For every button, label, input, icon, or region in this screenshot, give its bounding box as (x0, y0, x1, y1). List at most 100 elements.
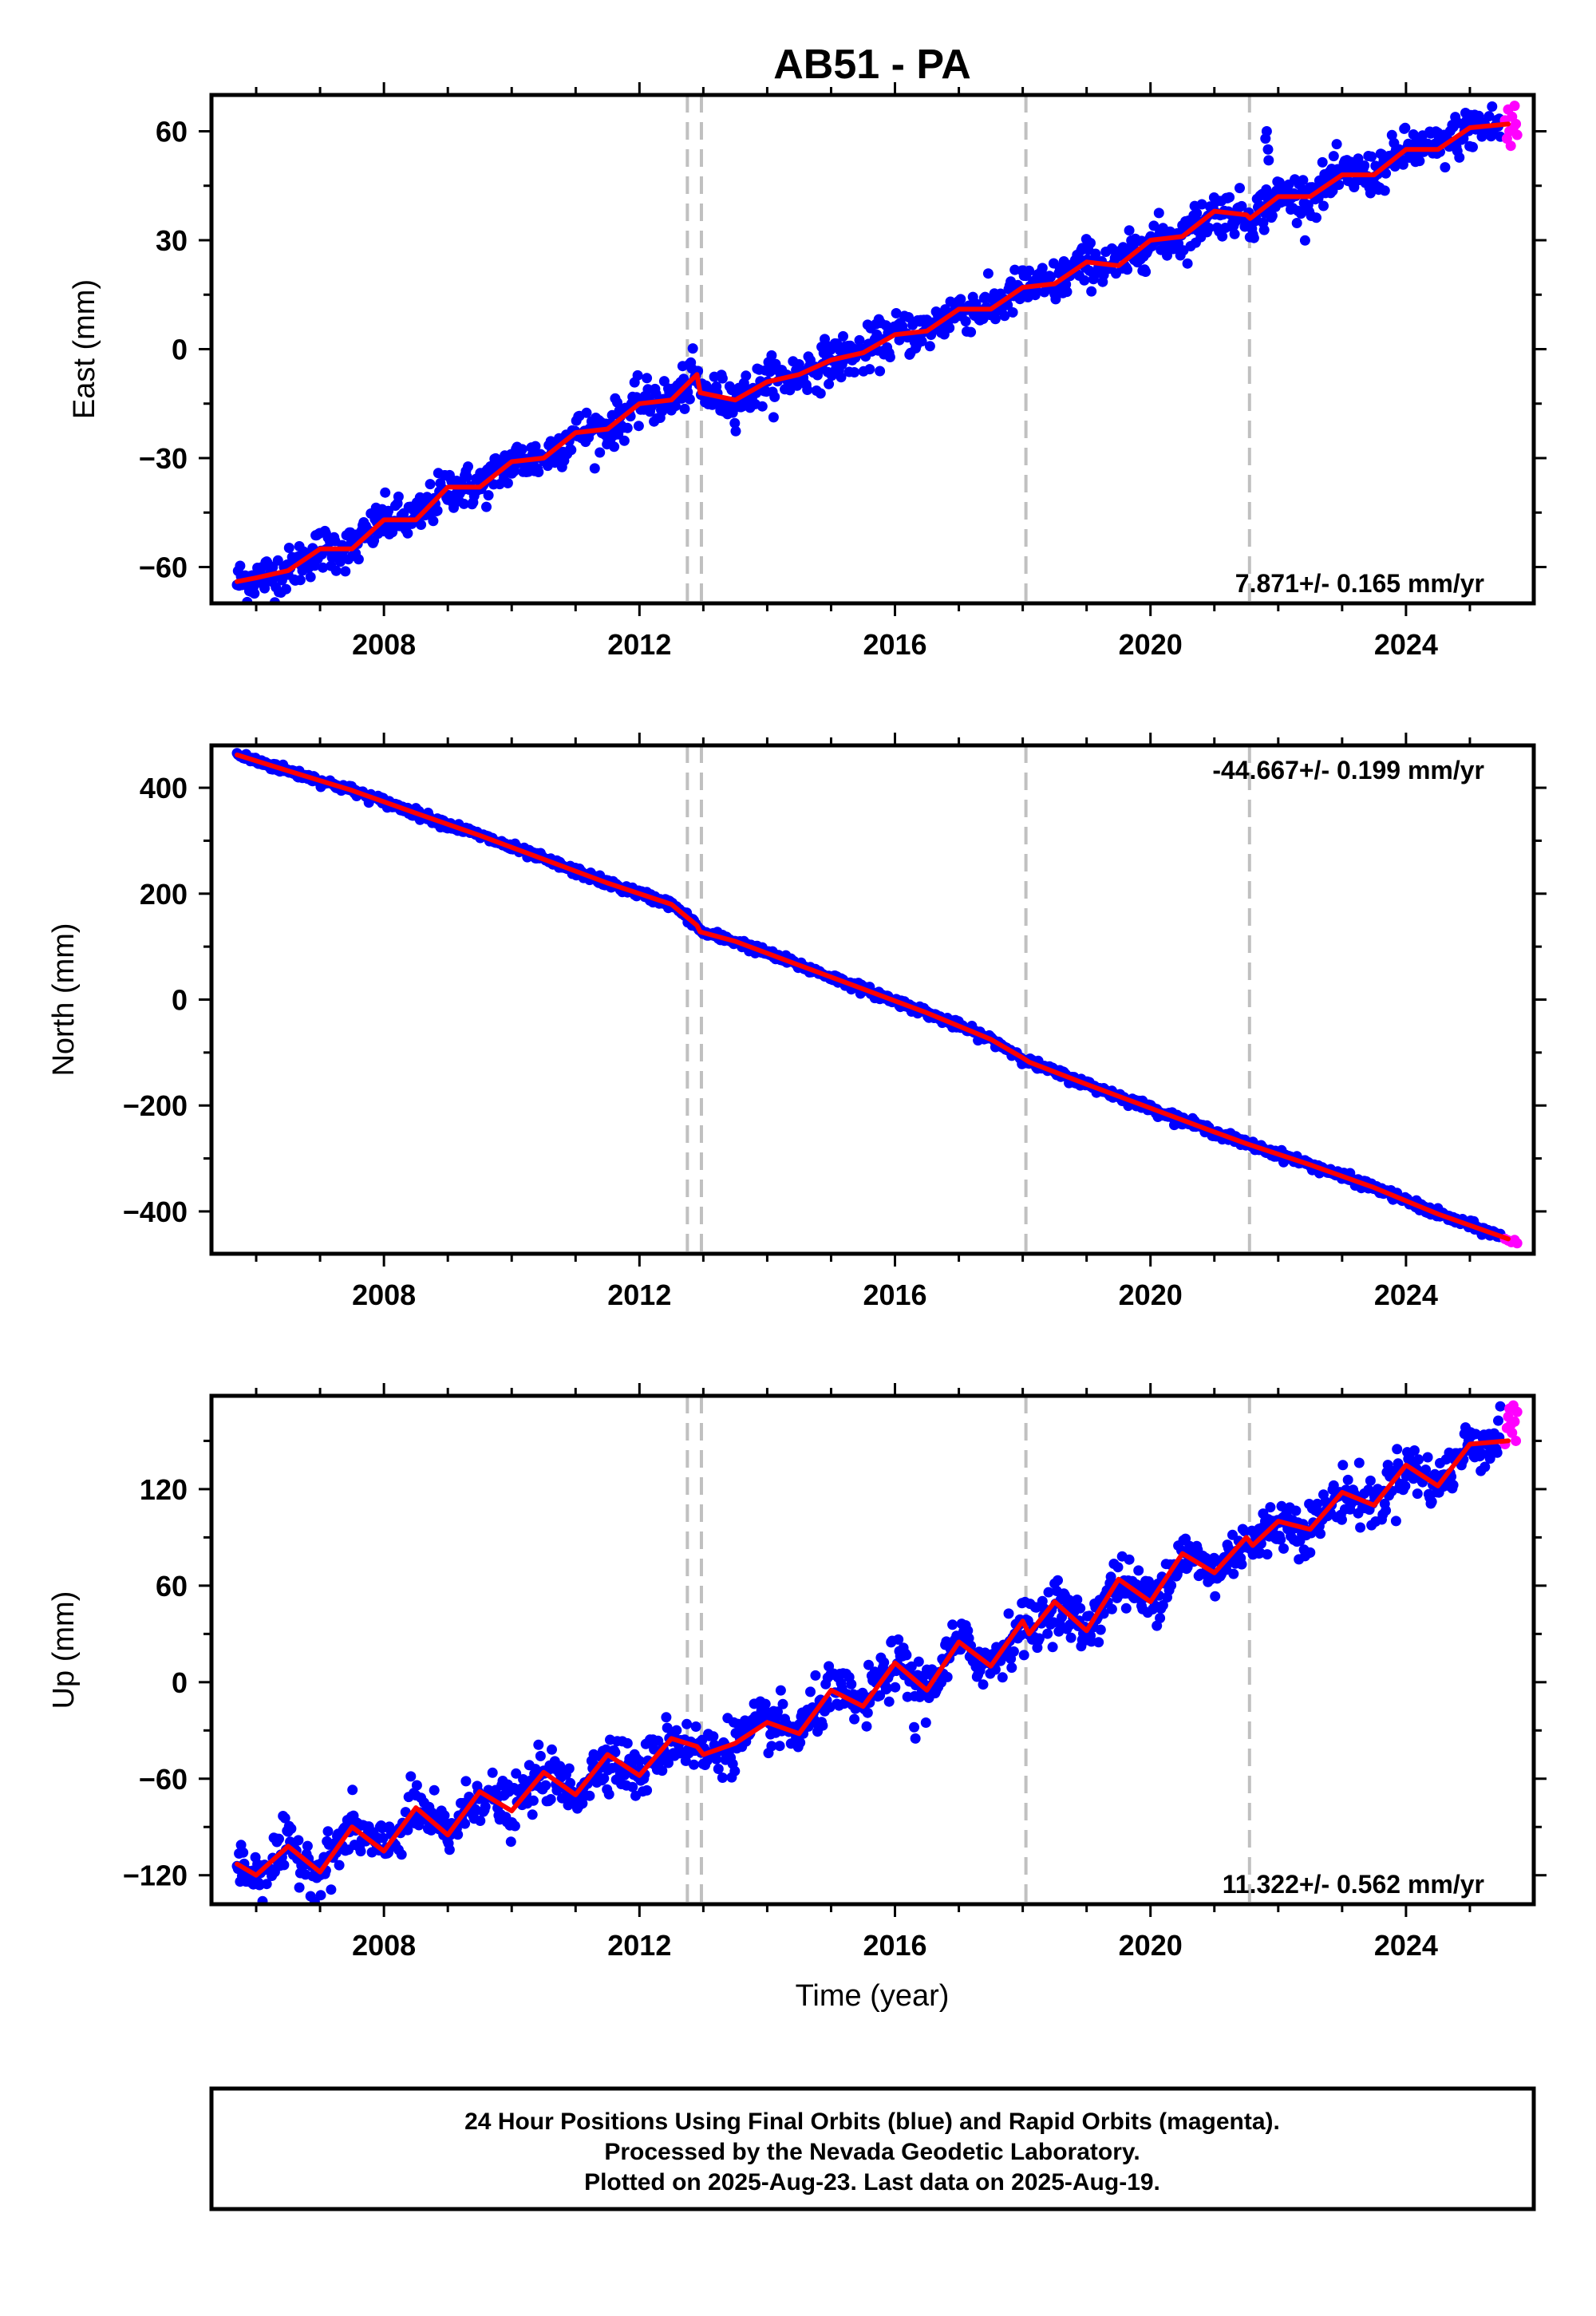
final-orbit-point (1262, 1549, 1273, 1560)
final-orbit-point (817, 1720, 828, 1731)
final-orbit-point (1422, 1452, 1433, 1463)
final-orbit-point (1328, 151, 1339, 162)
final-orbit-point (1315, 1528, 1326, 1539)
final-orbit-point (802, 385, 813, 395)
final-orbit-point (1037, 263, 1048, 274)
north-panel: 2008 2012 2016 2020 2024 −400 −200 0 200 400 North… (47, 733, 1547, 1311)
y-tick-label: −400 (123, 1196, 188, 1228)
final-orbit-point (249, 588, 260, 599)
final-orbit-point (766, 1741, 777, 1752)
final-orbit-point (279, 1860, 290, 1871)
final-orbit-point (1426, 1496, 1437, 1508)
final-orbit-point (1085, 238, 1096, 248)
final-orbit-point (838, 330, 848, 342)
final-orbit-point (1120, 1603, 1132, 1614)
final-orbit-point (1487, 101, 1498, 112)
final-orbit-point (890, 1682, 901, 1693)
final-orbit-point (942, 1671, 953, 1682)
final-orbit-point (1106, 1603, 1117, 1614)
final-orbit-point (1166, 1580, 1177, 1591)
final-orbit-point (1298, 175, 1309, 186)
final-orbit-point (966, 326, 977, 338)
final-orbit-point (1381, 168, 1392, 179)
final-orbit-point (1093, 1637, 1104, 1648)
final-orbit-point (1079, 275, 1090, 286)
final-orbit-point (893, 1634, 904, 1645)
final-orbit-point (302, 1840, 313, 1852)
final-orbit-point (340, 566, 351, 577)
final-orbit-point (463, 461, 473, 472)
final-orbit-point (1006, 1662, 1017, 1674)
final-orbit-point (1155, 1613, 1166, 1623)
final-orbit-point (452, 1829, 464, 1840)
final-orbit-point (1236, 200, 1247, 211)
final-orbit-point (502, 477, 513, 488)
y-tick-label: 0 (172, 984, 188, 1017)
final-orbit-point (257, 1895, 268, 1904)
final-orbit-point (1342, 1474, 1353, 1485)
final-orbit-point (1412, 1488, 1423, 1500)
final-orbit-point (428, 516, 439, 527)
y-tick-label: 0 (172, 334, 188, 366)
final-orbit-point (661, 1712, 672, 1723)
final-orbit-point (1290, 1505, 1302, 1516)
outlier-point (1262, 144, 1274, 155)
final-orbit-point (863, 1659, 874, 1670)
final-orbit-point (795, 1737, 806, 1748)
final-orbit-point (924, 341, 935, 352)
final-orbit-point (1275, 1534, 1286, 1545)
final-orbit-point (1229, 228, 1240, 239)
rapid-orbit-point (1509, 101, 1520, 112)
y-tick-label: 30 (156, 224, 188, 257)
final-orbit-point (1483, 111, 1495, 122)
final-orbit-point (1133, 1565, 1144, 1576)
final-orbit-point (861, 1721, 872, 1732)
final-orbit-point (274, 1833, 284, 1844)
final-orbit-point (566, 445, 577, 456)
final-orbit-point (920, 1717, 931, 1728)
x-tick-label: 2016 (863, 628, 926, 661)
final-orbit-point (729, 1765, 741, 1777)
final-orbit-point (997, 1672, 1008, 1683)
y-tick-label: 60 (156, 116, 188, 148)
footer-line-3: Plotted on 2025-Aug-23. Last data on 202… (584, 2169, 1160, 2195)
final-orbit-point (741, 370, 752, 381)
final-orbit-point (1397, 159, 1408, 170)
final-orbit-point (708, 1731, 719, 1742)
final-orbit-point (432, 505, 443, 516)
final-orbit-point (768, 412, 779, 423)
panel-frame (209, 1393, 1536, 1907)
final-orbit-point (322, 1826, 334, 1837)
x-tick-label: 2016 (863, 1929, 926, 1962)
final-orbit-point (584, 1790, 595, 1801)
final-orbit-point (1400, 122, 1411, 133)
final-orbit-point (595, 447, 606, 458)
final-orbit-point (380, 487, 391, 498)
final-orbit-point (884, 352, 895, 362)
final-orbit-point (730, 425, 741, 437)
final-orbit-point (1359, 160, 1370, 171)
final-orbit-point (425, 479, 436, 490)
final-orbit-point (1333, 180, 1345, 190)
final-orbit-point (1248, 232, 1259, 243)
final-orbit-point (1491, 1447, 1503, 1458)
final-orbit-point (684, 393, 695, 405)
final-orbit-point (960, 316, 971, 327)
final-orbit-point (681, 1718, 693, 1729)
final-orbit-point (1075, 1603, 1086, 1614)
final-orbit-point (627, 1781, 638, 1792)
x-tick-label: 2020 (1119, 628, 1183, 661)
y-tick-label: 400 (140, 772, 188, 804)
rapid-orbit-point (1511, 118, 1522, 129)
final-orbit-point (334, 1860, 345, 1871)
final-orbit-point (1386, 129, 1397, 140)
final-orbit-point (330, 565, 342, 576)
final-orbit-point (1495, 1401, 1506, 1412)
x-tick-label: 2024 (1374, 1929, 1438, 1962)
final-orbit-point (460, 1818, 471, 1829)
final-orbit-point (999, 310, 1010, 322)
final-orbit-point (1479, 1461, 1491, 1472)
final-orbit-point (416, 520, 427, 530)
final-orbit-point (1217, 231, 1228, 242)
east-panel: 2008 2012 2016 2020 2024 −60 −30 0 30 60 East (mm)… (68, 82, 1547, 661)
